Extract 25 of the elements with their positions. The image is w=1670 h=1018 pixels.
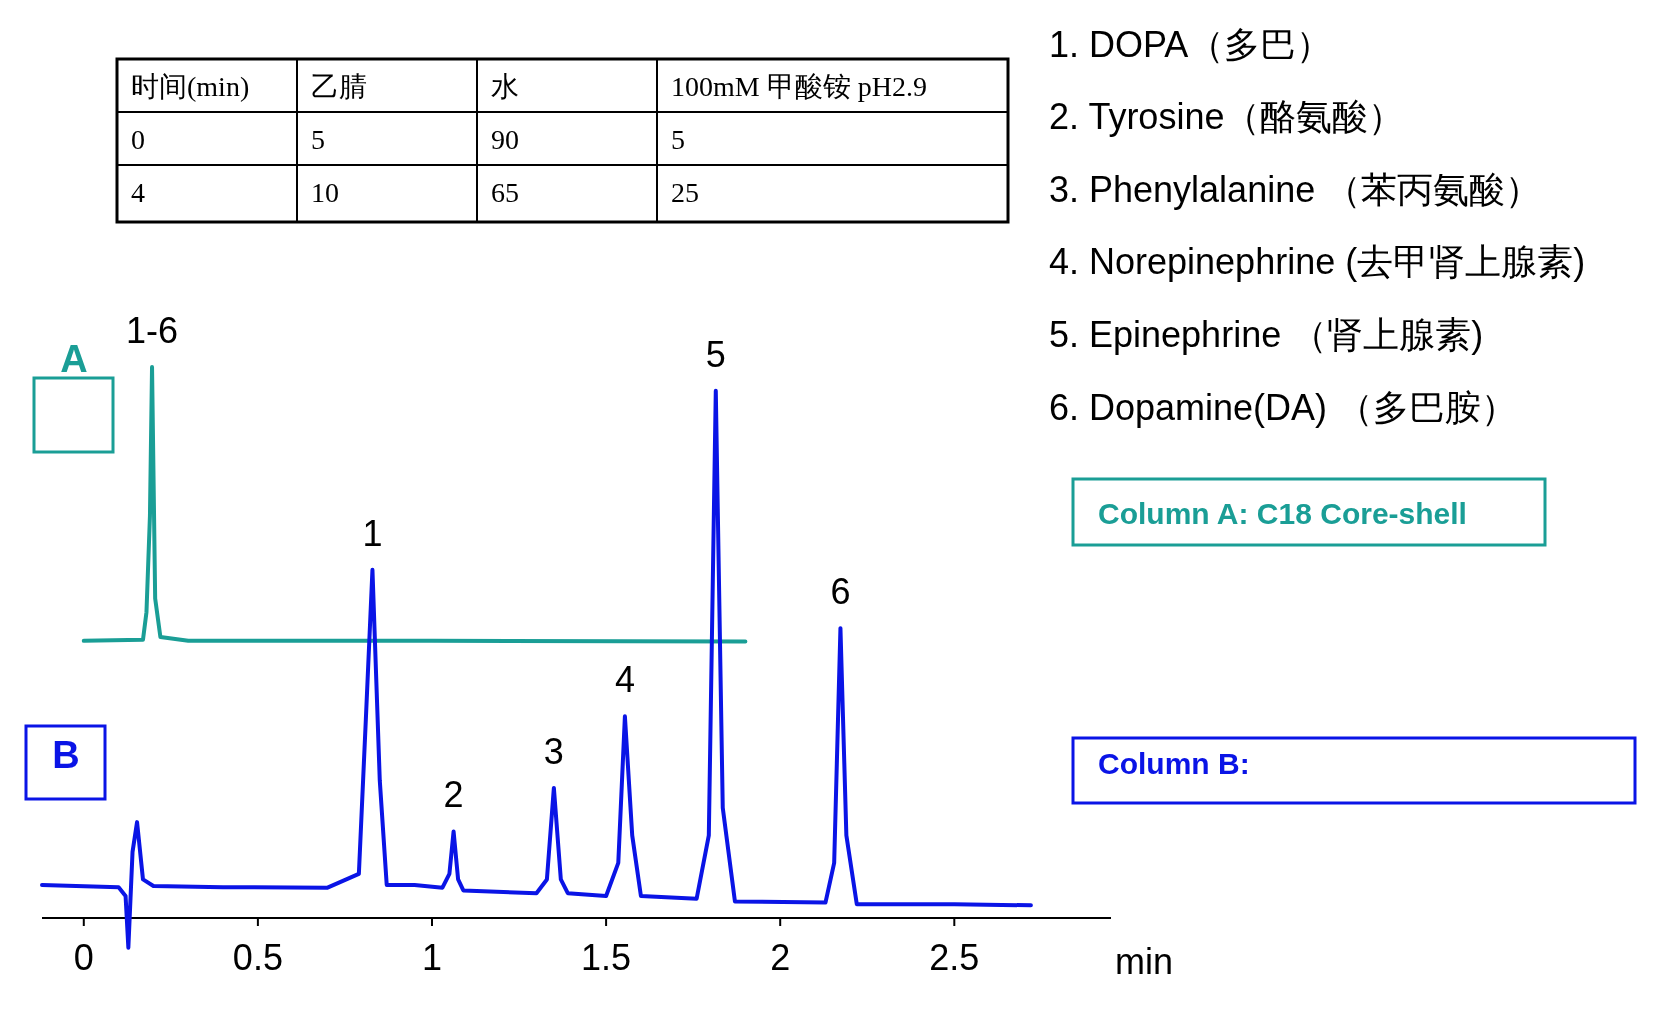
annotation: 6. Dopamine(DA) （多巴胺） — [1049, 387, 1518, 428]
annotation: 1 — [362, 512, 383, 554]
x-tick-label: 2.5 — [929, 937, 980, 978]
annotation: 4 — [614, 659, 635, 701]
annotation: 6 — [830, 571, 851, 613]
annotation: 5 — [705, 333, 726, 375]
text: 1. DOPA（多巴） — [1049, 24, 1333, 65]
text: 2. Tyrosine（酪氨酸） — [1049, 96, 1405, 137]
annotation: 2 — [443, 774, 464, 816]
text: 5. Epinephrine （肾上腺素) — [1049, 314, 1484, 355]
annotation: 3 — [543, 730, 564, 772]
x-axis-title: min — [1115, 941, 1174, 982]
x-tick-label: 1.5 — [581, 937, 632, 978]
text: 4. Norepinephrine (去甲肾上腺素) — [1049, 241, 1586, 282]
text: 3. Phenylalanine （苯丙氨酸） — [1049, 169, 1542, 210]
x-tick-label: 1 — [421, 937, 443, 978]
annotation: Column A: C18 Core-shell — [1098, 497, 1467, 530]
x-tick-label: 2 — [770, 937, 791, 978]
table: 时间(min) 乙腈 水 100mM 甲酸铵 pH2.9 0 5 90 5 4 10 65 25 — [115, 57, 1010, 224]
annotation: Column B: — [1098, 747, 1250, 780]
annotation: B — [52, 734, 80, 776]
x-tick-label: 0 — [73, 937, 94, 978]
annotation: A — [60, 338, 88, 380]
x-tick-label: 0.5 — [232, 937, 283, 978]
annotation: 1-6 — [126, 310, 179, 351]
